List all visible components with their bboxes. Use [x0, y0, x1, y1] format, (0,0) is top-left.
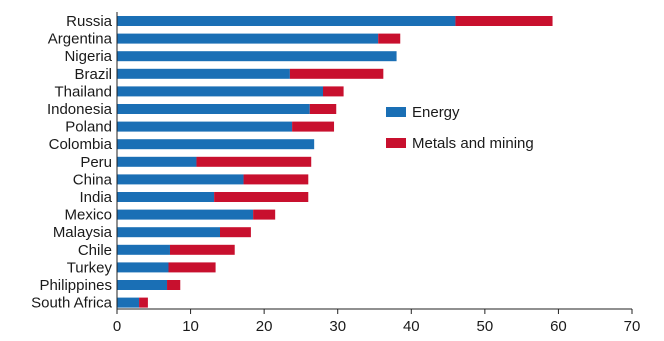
legend-label-energy: Energy	[412, 104, 460, 121]
category-label: Malaysia	[53, 224, 113, 241]
category-label: Argentina	[48, 31, 113, 48]
bar-metals-and-mining	[169, 244, 235, 255]
bar-metals-and-mining	[323, 86, 344, 97]
bar-energy	[117, 227, 220, 238]
bars-layer	[117, 16, 553, 308]
legend-label-metals-and-mining: Metals and mining	[412, 135, 534, 152]
category-labels-layer: RussiaArgentinaNigeriaBrazilThailandIndo…	[31, 13, 113, 312]
bar-metals-and-mining	[139, 297, 148, 308]
bar-metals-and-mining	[167, 280, 181, 290]
bar-energy	[117, 174, 244, 185]
bar-metals-and-mining	[455, 16, 553, 26]
bar-metals-and-mining	[309, 104, 337, 114]
legend: Energy Metals and mining	[386, 104, 534, 152]
bar-energy	[117, 68, 290, 79]
legend-swatch-energy	[386, 107, 406, 117]
category-label: Peru	[80, 154, 112, 171]
bar-metals-and-mining	[243, 174, 309, 185]
bar-metals-and-mining	[168, 262, 216, 273]
bar-energy	[117, 244, 170, 255]
category-label: Nigeria	[64, 48, 112, 65]
bar-energy	[117, 297, 140, 308]
bar-metals-and-mining	[378, 33, 401, 44]
category-label: India	[79, 189, 112, 206]
category-label: Indonesia	[47, 101, 113, 118]
bar-metals-and-mining	[220, 227, 251, 238]
bar-energy	[117, 121, 293, 132]
bar-metals-and-mining	[214, 192, 309, 202]
x-tick-label: 10	[182, 318, 199, 335]
x-tick-label: 70	[624, 318, 641, 335]
x-tick-label: 0	[113, 318, 121, 335]
bar-metals-and-mining	[253, 209, 276, 220]
legend-swatch-metals-and-mining	[386, 138, 406, 148]
bar-energy	[117, 209, 254, 220]
category-label: South Africa	[31, 295, 113, 312]
category-label: Colombia	[49, 136, 113, 153]
bar-energy	[117, 33, 379, 44]
bar-energy	[117, 156, 197, 167]
bar-metals-and-mining	[292, 121, 335, 132]
bar-metals-and-mining	[196, 156, 312, 167]
category-label: Philippines	[39, 277, 112, 294]
category-label: Thailand	[54, 83, 112, 100]
x-axis: 0 10 20 30 40 50 60 70	[113, 12, 641, 335]
bar-energy	[117, 139, 315, 150]
category-label: China	[73, 171, 113, 188]
x-tick-label: 30	[329, 318, 346, 335]
x-tick-label: 40	[403, 318, 420, 335]
x-tick-label: 20	[256, 318, 273, 335]
category-label: Poland	[65, 119, 112, 136]
bar-energy	[117, 192, 215, 202]
category-label: Turkey	[67, 259, 113, 276]
x-tick-label: 60	[550, 318, 567, 335]
bar-energy	[117, 104, 310, 114]
bar-energy	[117, 280, 168, 290]
bar-metals-and-mining	[289, 68, 384, 79]
bar-energy	[117, 51, 397, 62]
category-label: Brazil	[74, 66, 112, 83]
bar-energy	[117, 16, 456, 26]
bar-energy	[117, 262, 169, 273]
category-label: Chile	[78, 242, 112, 259]
category-label: Russia	[66, 13, 113, 30]
x-tick-label: 50	[477, 318, 494, 335]
category-label: Mexico	[64, 207, 112, 224]
bar-energy	[117, 86, 323, 97]
